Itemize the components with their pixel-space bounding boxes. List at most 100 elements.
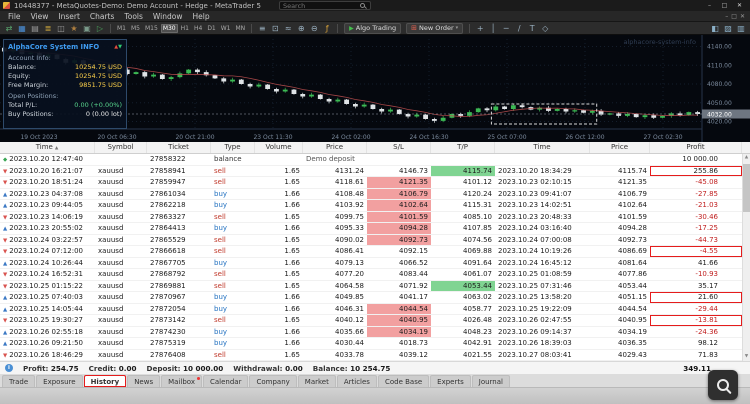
summary-items: Profit: 254.75 Credit: 0.00 Deposit: 10 00… xyxy=(23,364,390,373)
scrollbar-thumb[interactable] xyxy=(743,164,750,212)
history-row[interactable]: ▲ 2023.10.23 04:37:08 xauusd 27861034 buy 1.6… xyxy=(0,188,750,200)
trendline-icon[interactable]: / xyxy=(517,23,521,33)
history-row[interactable]: ▼ 2023.10.20 18:51:24 xauusd 27859947 sell 1.… xyxy=(0,177,750,189)
history-row[interactable]: ▲ 2023.10.23 20:55:02 xauusd 27864413 buy 1.6… xyxy=(0,223,750,235)
toolbox-icon[interactable]: ▣ xyxy=(83,23,91,33)
shapes-tool-icon[interactable]: ◇ xyxy=(542,23,549,33)
bar-chart-icon[interactable]: ≡ xyxy=(258,23,266,33)
menu-charts[interactable]: Charts xyxy=(89,11,115,21)
tab-experts[interactable]: Experts xyxy=(430,375,471,387)
history-row[interactable]: ▼ 2023.10.24 16:52:31 xauusd 27868792 sell 1.… xyxy=(0,269,750,281)
docking-icon[interactable]: ▥ xyxy=(737,23,745,33)
timeframe-m30[interactable]: M30 xyxy=(160,23,178,33)
search-box[interactable] xyxy=(278,1,371,10)
column-header-5-price[interactable]: Price xyxy=(303,142,367,153)
child-close-button[interactable]: ✕ xyxy=(739,12,745,20)
line-chart-icon[interactable]: ≈ xyxy=(284,23,292,33)
strategy-tester-icon[interactable]: ▷ xyxy=(96,23,104,33)
zoom-overlay-button[interactable] xyxy=(708,370,738,400)
menu-insert[interactable]: Insert xyxy=(58,11,80,21)
history-row[interactable]: ▼ 2023.10.20 16:21:07 xauusd 27858941 sell 1.… xyxy=(0,165,750,177)
history-row[interactable]: ▲ 2023.10.26 09:21:50 xauusd 27875319 buy 1.6… xyxy=(0,338,750,350)
new-chart-icon[interactable]: ▦ xyxy=(18,23,26,33)
market-watch-icon[interactable]: ≣ xyxy=(44,23,52,33)
history-row[interactable]: ◆ 2023.10.20 12:47:40 27858322 balance Demo … xyxy=(0,154,750,166)
history-row[interactable]: ▲ 2023.10.25 07:40:03 xauusd 27870967 buy 1.6… xyxy=(0,292,750,304)
timeframe-m5[interactable]: M5 xyxy=(131,24,140,32)
timeframe-d1[interactable]: D1 xyxy=(207,24,216,32)
timeframe-h1[interactable]: H1 xyxy=(180,24,189,32)
tab-code-base[interactable]: Code Base xyxy=(377,375,430,387)
maximize-button[interactable]: □ xyxy=(721,2,728,9)
column-header-1-symbol[interactable]: Symbol xyxy=(95,142,147,153)
tab-company[interactable]: Company xyxy=(249,375,297,387)
text-tool-icon[interactable]: T xyxy=(529,23,535,33)
scroll-down-icon[interactable]: ▼ xyxy=(744,354,749,359)
child-restore-button[interactable]: □ xyxy=(731,12,737,20)
history-row[interactable]: ▲ 2023.10.23 09:44:05 xauusd 27862218 buy 1.6… xyxy=(0,200,750,212)
child-minimize-button[interactable]: – xyxy=(725,12,729,20)
history-row[interactable]: ▼ 2023.10.26 18:46:29 xauusd 27876408 sell 1.… xyxy=(0,350,750,361)
candle-chart-icon[interactable]: ⊡ xyxy=(271,23,279,33)
search-input[interactable] xyxy=(282,1,357,10)
timeframe-m15[interactable]: M15 xyxy=(145,24,158,32)
history-row[interactable]: ▼ 2023.10.23 14:06:19 xauusd 27863327 sell 1.… xyxy=(0,211,750,223)
column-header-8-time[interactable]: Time xyxy=(495,142,590,153)
history-row[interactable]: ▼ 2023.10.25 01:15:22 xauusd 27869881 sell 1.… xyxy=(0,280,750,292)
menu-view[interactable]: View xyxy=(30,11,49,21)
cell-symbol: xauusd xyxy=(98,201,124,209)
tab-journal[interactable]: Journal xyxy=(471,375,510,387)
horizontal-line-icon[interactable]: ─ xyxy=(503,23,509,33)
tab-history[interactable]: History xyxy=(83,375,127,387)
history-row[interactable]: ▼ 2023.10.24 07:12:00 xauusd 27866618 sell 1.… xyxy=(0,246,750,258)
history-table: Time ▲ Symbol Ticket Type Volume Price S/L T/P Ti… xyxy=(0,142,750,361)
vertical-scrollbar[interactable]: ▲ ▼ xyxy=(742,154,750,361)
tab-trade[interactable]: Trade xyxy=(2,375,36,387)
tab-articles[interactable]: Articles xyxy=(336,375,377,387)
minimize-button[interactable]: – xyxy=(708,2,711,9)
algo-trading-button[interactable]: ▶ Algo Trading xyxy=(344,22,402,34)
sell-direction-icon: ▼ xyxy=(3,237,8,244)
tab-mailbox[interactable]: Mailbox xyxy=(161,375,202,387)
timeframe-h4[interactable]: H4 xyxy=(193,24,203,32)
history-row[interactable]: ▼ 2023.10.25 19:30:27 xauusd 27873142 sell 1.… xyxy=(0,315,750,327)
new-order-button[interactable]: ⊞ New Order ▾ xyxy=(406,22,464,34)
menu-tools[interactable]: Tools xyxy=(124,11,143,21)
tab-market[interactable]: Market xyxy=(297,375,336,387)
connection-icon[interactable]: ⇄ xyxy=(5,23,13,33)
scroll-up-icon[interactable]: ▲ xyxy=(744,155,749,160)
timeframe-mn[interactable]: MN xyxy=(235,24,246,32)
menu-file[interactable]: File xyxy=(8,11,21,21)
column-header-4-volume[interactable]: Volume xyxy=(255,142,303,153)
column-header-3-type[interactable]: Type xyxy=(211,142,255,153)
timeframe-w1[interactable]: W1 xyxy=(220,24,231,32)
data-window-icon[interactable]: ◫ xyxy=(57,23,65,33)
zoom-in-icon[interactable]: ⊕ xyxy=(297,23,305,33)
navigator-icon[interactable]: ★ xyxy=(70,23,78,33)
column-header-0-time[interactable]: Time ▲ xyxy=(0,142,95,153)
close-button[interactable]: ✕ xyxy=(736,2,743,9)
vertical-line-icon[interactable]: │ xyxy=(490,23,496,33)
column-header-9-price[interactable]: Price xyxy=(590,142,650,153)
tab-calendar[interactable]: Calendar xyxy=(202,375,249,387)
history-row[interactable]: ▲ 2023.10.26 02:55:18 xauusd 27874230 buy 1.6… xyxy=(0,326,750,338)
indicators-icon[interactable]: ƒ xyxy=(325,23,329,33)
layout-icon[interactable]: ◧ xyxy=(711,23,719,33)
column-header-10-profit[interactable]: Profit xyxy=(650,142,742,153)
history-row[interactable]: ▲ 2023.10.24 10:26:44 xauusd 27867705 buy 1.6… xyxy=(0,258,750,269)
chart-area[interactable]: 19 Oct 2023 20 Oct 06:30 20 Oct 21:00 23 Oc… xyxy=(0,35,750,142)
tile-windows-icon[interactable]: ▨ xyxy=(724,23,732,33)
column-header-7-tp[interactable]: T/P xyxy=(431,142,495,153)
zoom-out-icon[interactable]: ⊖ xyxy=(310,23,318,33)
crosshair-icon[interactable]: + xyxy=(476,23,484,33)
timeframe-m1[interactable]: M1 xyxy=(117,24,126,32)
menu-help[interactable]: Help xyxy=(192,11,210,21)
tab-news[interactable]: News xyxy=(127,375,161,387)
history-row[interactable]: ▼ 2023.10.24 03:22:57 xauusd 27865529 sell 1.… xyxy=(0,234,750,246)
tab-exposure[interactable]: Exposure xyxy=(36,375,83,387)
profiles-icon[interactable]: ▤ xyxy=(31,23,39,33)
history-row[interactable]: ▲ 2023.10.25 14:05:44 xauusd 27872054 buy 1.6… xyxy=(0,303,750,315)
menu-window[interactable]: Window xyxy=(152,11,183,21)
column-header-2-ticket[interactable]: Ticket xyxy=(147,142,211,153)
column-header-6-sl[interactable]: S/L xyxy=(367,142,431,153)
